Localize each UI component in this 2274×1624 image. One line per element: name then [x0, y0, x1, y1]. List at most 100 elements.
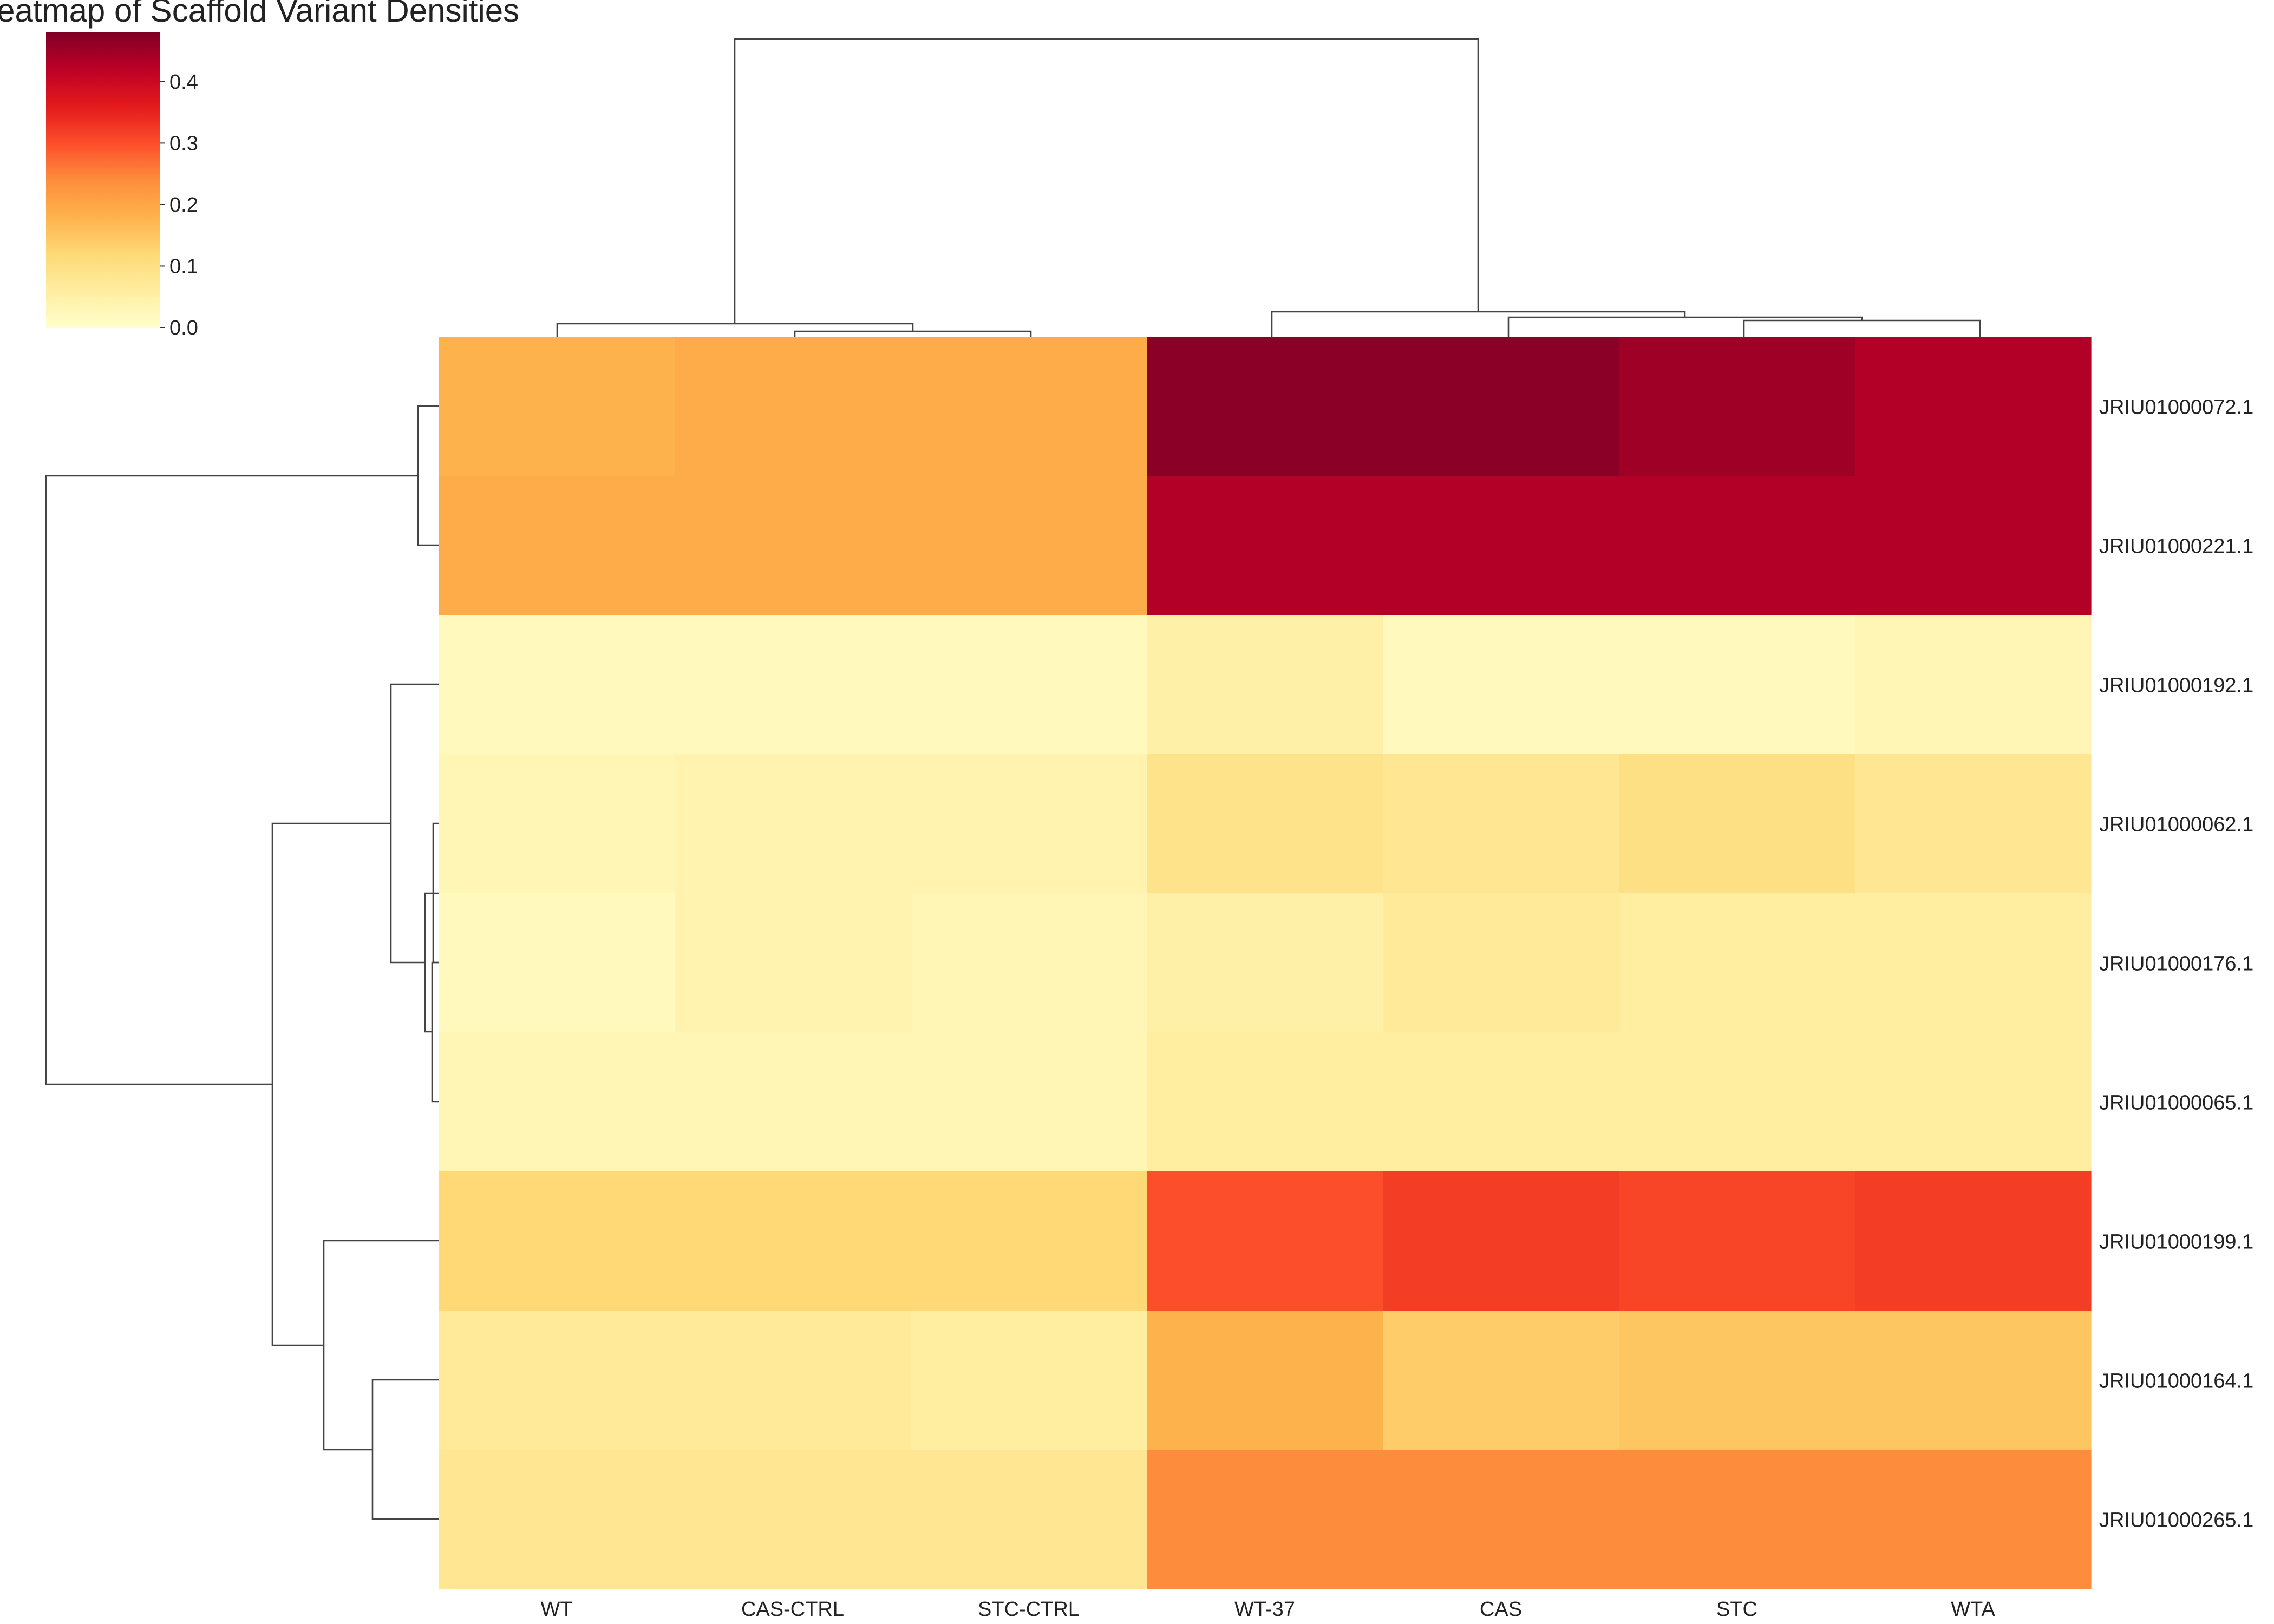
colorbar-tick-label: 0.0	[169, 317, 198, 339]
colorbar-tick-label: 0.3	[169, 132, 198, 155]
column-label-wt-37: WT-37	[1234, 1598, 1295, 1621]
dendrogram-link	[323, 1240, 439, 1451]
heatmap-cell	[439, 615, 675, 755]
dendrogram-link	[794, 330, 1032, 337]
heatmap-cell	[1855, 1171, 2092, 1311]
heatmap-cell	[911, 1450, 1147, 1589]
column-label-cas: CAS	[1480, 1598, 1522, 1621]
column-dendrogram	[556, 38, 1981, 337]
heatmap-cell	[439, 754, 675, 894]
heatmap-cell	[1855, 476, 2092, 615]
dendrogram-link	[556, 323, 914, 337]
heatmap-cells	[439, 337, 2092, 1589]
dendrogram-link	[45, 475, 418, 1085]
heatmap-cell	[1383, 615, 1619, 755]
heatmap-cell	[439, 893, 675, 1033]
heatmap-cell	[439, 1171, 675, 1311]
heatmap-cell	[911, 1311, 1147, 1450]
dendrogram-link	[734, 38, 1479, 324]
heatmap-cell	[1383, 476, 1619, 615]
heatmap-cell	[1383, 1450, 1619, 1589]
column-label-stc: STC	[1716, 1598, 1757, 1621]
chart-title: Heatmap of Scaffold Variant Densities	[0, 0, 519, 29]
heatmap-cell	[911, 337, 1147, 476]
row-label: JRIU01000072.1	[2099, 396, 2253, 419]
heatmap-cell	[1147, 615, 1383, 755]
heatmap-cell	[675, 337, 911, 476]
heatmap-cell	[675, 1032, 911, 1172]
column-label-cas-ctrl: CAS-CTRL	[741, 1598, 844, 1621]
colorbar-tick-label: 0.4	[169, 71, 198, 94]
dendrogram-link	[390, 683, 439, 964]
heatmap-cell	[1147, 893, 1383, 1033]
heatmap-cell	[439, 337, 675, 476]
heatmap-cell	[1147, 1032, 1383, 1172]
heatmap-cell	[1619, 893, 1855, 1033]
heatmap-cell	[1383, 1311, 1619, 1450]
heatmap-cell	[911, 893, 1147, 1033]
heatmap-cell	[1383, 1171, 1619, 1311]
heatmap-cell	[911, 615, 1147, 755]
heatmap-cell	[1147, 754, 1383, 894]
heatmap-cell	[675, 1171, 911, 1311]
heatmap-cell	[1855, 1311, 2092, 1450]
heatmap-cell	[1147, 1450, 1383, 1589]
heatmap-cell	[1383, 337, 1619, 476]
heatmap-cell	[439, 476, 675, 615]
column-label-stc-ctrl: STC-CTRL	[978, 1598, 1080, 1621]
row-label: JRIU01000062.1	[2099, 814, 2253, 836]
column-label-wt: WT	[540, 1598, 572, 1621]
heatmap-cell	[1147, 337, 1383, 476]
heatmap-cell	[675, 893, 911, 1033]
heatmap-cell	[1383, 754, 1619, 894]
heatmap-cell	[439, 1450, 675, 1589]
heatmap-cell	[1619, 1032, 1855, 1172]
heatmap-cell	[1619, 1171, 1855, 1311]
row-label: JRIU01000265.1	[2099, 1509, 2253, 1532]
heatmap-cell	[675, 476, 911, 615]
heatmap-cell	[439, 1032, 675, 1172]
heatmap-cell	[1383, 1032, 1619, 1172]
heatmap-cell	[911, 1032, 1147, 1172]
heatmap-cell	[675, 1311, 911, 1450]
row-label: JRIU01000065.1	[2099, 1092, 2253, 1115]
dendrogram-link	[371, 1379, 439, 1520]
row-dendrogram	[45, 405, 439, 1520]
heatmap-cell	[1619, 615, 1855, 755]
row-label: JRIU01000192.1	[2099, 675, 2253, 697]
dendrogram-link	[1743, 319, 1981, 337]
heatmap-cell	[1147, 1311, 1383, 1450]
heatmap-cell	[1855, 893, 2092, 1033]
heatmap-cell	[911, 476, 1147, 615]
colorbar-ticks: 0.0 0.1 0.2 0.3 0.4	[160, 71, 198, 339]
column-labels: WT CAS-CTRL STC-CTRL WT-37 CAS STC WTA	[540, 1598, 1995, 1621]
dendrogram-link	[1271, 311, 1686, 337]
colorbar-tick-label: 0.1	[169, 255, 198, 278]
heatmap-cell	[1855, 337, 2092, 476]
heatmap-cell	[911, 1171, 1147, 1311]
row-label: JRIU01000176.1	[2099, 953, 2253, 975]
heatmap-cell	[1619, 476, 1855, 615]
heatmap-cell	[1147, 1171, 1383, 1311]
heatmap-cell	[1619, 754, 1855, 894]
heatmap-cell	[1619, 1311, 1855, 1450]
row-label: JRIU01000164.1	[2099, 1370, 2253, 1393]
heatmap-cell	[1855, 754, 2092, 894]
dendrogram-link	[432, 822, 439, 964]
dendrogram-link	[417, 405, 439, 546]
heatmap-cell	[675, 754, 911, 894]
row-labels: JRIU01000072.1 JRIU01000221.1 JRIU01000192…	[2099, 396, 2253, 1532]
colorbar-gradient	[46, 32, 160, 328]
heatmap-cell	[1855, 1032, 2092, 1172]
dendrogram-link	[431, 961, 439, 1103]
heatmap-cell	[1383, 893, 1619, 1033]
heatmap-cell	[1855, 1450, 2092, 1589]
dendrogram-link	[271, 822, 391, 1346]
heatmap-cell	[675, 1450, 911, 1589]
heatmap-cell	[439, 1311, 675, 1450]
colorbar: 0.0 0.1 0.2 0.3 0.4	[46, 32, 198, 339]
heatmap-cell	[1147, 476, 1383, 615]
heatmap-cell	[675, 615, 911, 755]
column-label-wta: WTA	[1951, 1598, 1995, 1621]
